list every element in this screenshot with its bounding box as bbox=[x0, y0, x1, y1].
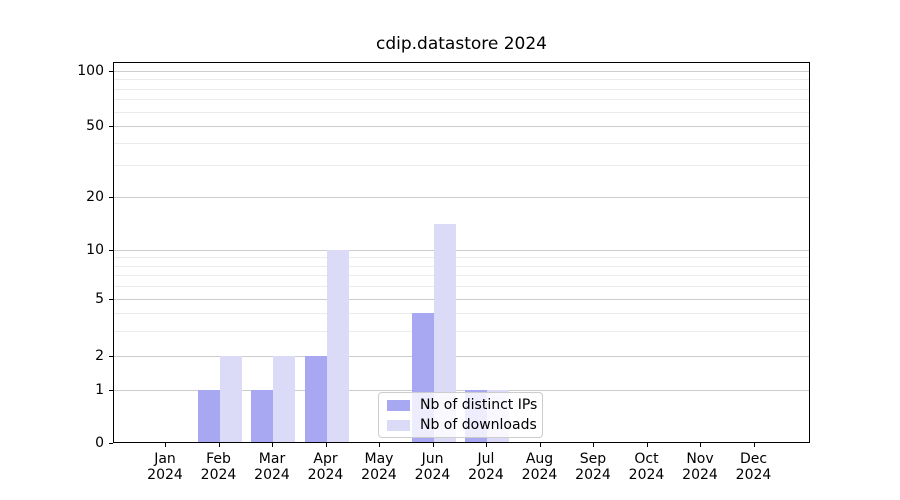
y-gridline-minor-3 bbox=[114, 330, 809, 332]
x-tick-sep bbox=[593, 443, 594, 447]
x-tick-label-jun: Jun 2024 bbox=[414, 451, 451, 483]
y-tick-2 bbox=[109, 356, 113, 357]
x-tick-label-aug: Aug 2024 bbox=[521, 451, 558, 483]
x-tick-label-dec: Dec 2024 bbox=[735, 451, 772, 483]
y-gridline-10 bbox=[114, 250, 809, 251]
legend-swatch-downloads bbox=[387, 419, 410, 431]
y-tick-label-1: 1 bbox=[95, 382, 104, 398]
chart-title: cdip.datastore 2024 bbox=[375, 34, 547, 54]
y-gridline-minor-9 bbox=[114, 257, 809, 259]
bar-distinct-ips-mar bbox=[251, 390, 273, 443]
y-tick-label-2: 2 bbox=[95, 348, 104, 364]
bar-downloads-feb bbox=[219, 356, 242, 443]
x-tick-label-may: May 2024 bbox=[361, 451, 397, 483]
y-tick-label-5: 5 bbox=[95, 291, 104, 307]
y-gridline-minor-70 bbox=[114, 99, 809, 101]
x-tick-nov bbox=[700, 443, 701, 447]
y-tick-50 bbox=[109, 126, 113, 127]
x-tick-label-sep: Sep 2024 bbox=[575, 451, 611, 483]
y-tick-label-50: 50 bbox=[86, 118, 104, 134]
bar-distinct-ips-feb bbox=[197, 390, 220, 443]
y-gridline-100 bbox=[114, 71, 809, 72]
x-tick-dec bbox=[753, 443, 755, 447]
plot-border bbox=[113, 62, 810, 443]
y-tick-0 bbox=[109, 443, 113, 444]
x-tick-apr bbox=[325, 443, 327, 447]
x-tick-oct bbox=[646, 443, 648, 447]
x-tick-label-oct: Oct 2024 bbox=[628, 451, 665, 483]
legend-swatch-distinct-ips bbox=[387, 399, 410, 411]
x-tick-label-apr: Apr 2024 bbox=[307, 451, 344, 483]
y-tick-label-100: 100 bbox=[77, 63, 104, 79]
y-tick-label-0: 0 bbox=[95, 435, 104, 451]
y-tick-20 bbox=[109, 196, 113, 198]
y-gridline-minor-6 bbox=[114, 286, 809, 288]
y-gridline-minor-40 bbox=[114, 143, 809, 145]
legend-row-distinct-ips: Nb of distinct IPs bbox=[387, 397, 538, 413]
y-gridline-5 bbox=[114, 299, 809, 300]
x-tick-jan bbox=[165, 443, 166, 447]
y-tick-label-10: 10 bbox=[86, 242, 104, 258]
x-tick-aug bbox=[539, 443, 541, 447]
x-tick-label-mar: Mar 2024 bbox=[254, 451, 290, 483]
legend-label-downloads: Nb of downloads bbox=[420, 417, 537, 433]
legend: Nb of distinct IPs Nb of downloads bbox=[378, 392, 543, 438]
y-gridline-minor-8 bbox=[114, 265, 809, 267]
x-tick-label-nov: Nov 2024 bbox=[682, 451, 718, 483]
x-tick-jun bbox=[432, 443, 434, 447]
y-gridline-minor-30 bbox=[114, 165, 809, 167]
legend-label-distinct-ips: Nb of distinct IPs bbox=[420, 397, 538, 413]
bar-distinct-ips-apr bbox=[304, 356, 327, 443]
y-gridline-minor-90 bbox=[114, 79, 809, 81]
y-gridline-1 bbox=[114, 390, 809, 391]
x-tick-label-feb: Feb 2024 bbox=[200, 451, 237, 483]
y-gridline-minor-60 bbox=[114, 111, 809, 113]
y-gridline-2 bbox=[114, 356, 809, 357]
x-tick-jul bbox=[486, 443, 487, 447]
y-tick-100 bbox=[109, 71, 113, 72]
x-tick-mar bbox=[272, 443, 273, 447]
y-gridline-minor-7 bbox=[114, 275, 809, 277]
y-tick-label-20: 20 bbox=[86, 188, 104, 205]
y-gridline-minor-4 bbox=[114, 312, 809, 314]
y-tick-5 bbox=[109, 299, 113, 300]
bar-downloads-jun bbox=[433, 224, 456, 443]
y-gridline-minor-80 bbox=[114, 88, 809, 90]
bar-downloads-mar bbox=[273, 356, 295, 443]
y-tick-10 bbox=[109, 250, 113, 251]
bar-downloads-apr bbox=[326, 250, 349, 443]
x-tick-label-jan: Jan 2024 bbox=[147, 451, 183, 483]
x-tick-feb bbox=[218, 443, 220, 447]
x-tick-label-jul: Jul 2024 bbox=[468, 451, 504, 483]
x-tick-may bbox=[379, 443, 380, 447]
legend-row-downloads: Nb of downloads bbox=[387, 417, 537, 433]
y-tick-1 bbox=[109, 390, 113, 391]
y-gridline-20 bbox=[114, 196, 809, 198]
y-gridline-50 bbox=[114, 126, 809, 127]
